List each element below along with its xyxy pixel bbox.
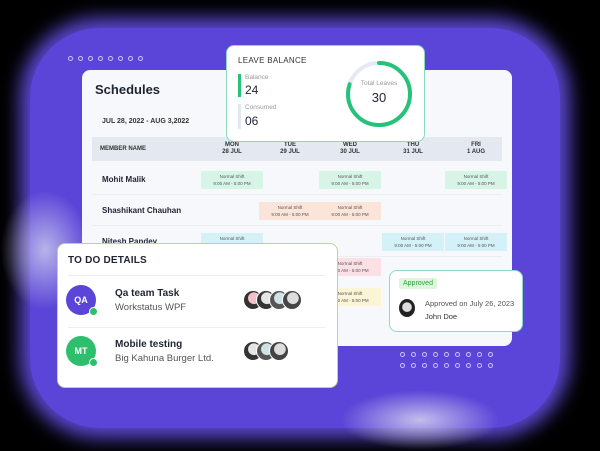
total-leaves-label: Total Leaves [360, 80, 398, 87]
todo-avatar: MT [66, 336, 98, 367]
todo-card: TO DO DETAILS QA Qa team Task Workstatus… [57, 243, 338, 388]
todo-title: TO DO DETAILS [68, 255, 147, 266]
balance-label: Balance [245, 74, 269, 81]
approved-badge: Approved [399, 278, 437, 289]
schedules-title: Schedules [95, 82, 161, 97]
day-header: TUE 29 JUL [280, 142, 300, 155]
consumed-label: Consumed [245, 104, 277, 111]
leave-balance-title: LEAVE BALANCE [238, 56, 307, 65]
day-header: MON 28 JUL [222, 142, 242, 155]
day-header: THU 31 JUL [403, 142, 423, 155]
table-row: Mohit Malik Normal Shift 9:00 AM - 5:00 PM… [92, 165, 507, 195]
todo-item-subtitle: Workstatus WPF [115, 302, 187, 313]
todo-item-title: Mobile testing [115, 339, 183, 350]
ring-progress [346, 61, 412, 127]
approval-card: Approved Approved on July 26, 2023 John … [389, 270, 523, 332]
todo-avatar: QA [66, 285, 98, 316]
assignee-avatar[interactable] [269, 341, 289, 361]
date-range[interactable]: JUL 28, 2022 - AUG 3,2022 [102, 118, 190, 125]
decor-dots [68, 56, 143, 61]
leave-ring-chart [346, 61, 412, 127]
day-header: FRI 1 AUG [466, 142, 486, 155]
approver-name: John Doe [425, 312, 458, 321]
todo-item-subtitle: Big Kahuna Burger Ltd. [115, 353, 214, 364]
total-leaves-value: 30 [371, 90, 387, 105]
member-name: Mohit Malik [102, 175, 146, 184]
decor-dots [400, 352, 493, 368]
todo-item-title: Qa team Task [115, 288, 180, 299]
day-header: WED 30 JUL [340, 142, 360, 155]
member-name: Shashikant Chauhan [102, 206, 182, 215]
decor-haze [340, 390, 500, 450]
leave-balance-card: LEAVE BALANCE Balance 24 Consumed 06 Tot… [226, 45, 425, 142]
status-dot [89, 358, 98, 367]
balance-bar [238, 74, 241, 97]
member-name: Nitesh Pandey [102, 237, 158, 246]
status-dot [89, 307, 98, 316]
table-row: Shashikant Chauhan Normal Shift 9:00 AM - … [92, 196, 502, 226]
member-name-header: MEMBER NAME [100, 146, 146, 152]
balance-value: 24 [245, 83, 259, 97]
assignee-avatar[interactable] [282, 290, 302, 310]
consumed-value: 06 [245, 114, 259, 128]
consumed-bar [238, 104, 241, 129]
user-avatar [399, 299, 415, 317]
approval-date: Approved on July 26, 2023 [425, 299, 515, 308]
